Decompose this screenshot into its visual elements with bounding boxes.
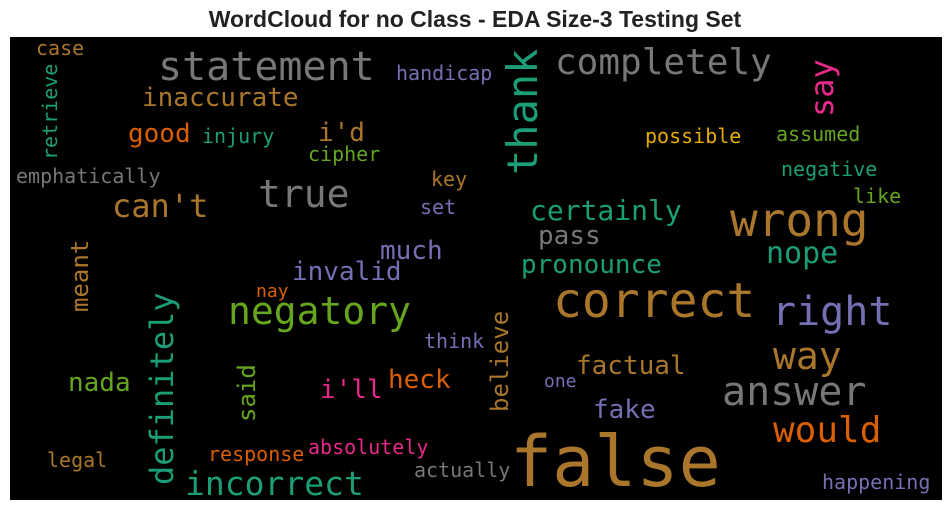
word-would: would [773,410,882,451]
word-injury: injury [202,124,275,148]
word-incorrect: incorrect [185,464,364,500]
word-completely: completely [555,42,772,83]
word-say: say [803,59,841,117]
word-thank: thank [498,48,547,175]
word-said: said [233,364,261,422]
word-think: think [424,329,485,353]
word-negatory: negatory [228,289,412,333]
word-true: true [258,172,350,216]
word-id: i'd [318,118,365,148]
word-much: much [380,236,443,266]
word-cant: can't [112,187,209,225]
word-heck: heck [388,365,451,395]
word-wrong: wrong [730,193,869,247]
word-factual: factual [576,351,686,381]
word-nope: nope [766,236,839,271]
word-absolutely: absolutely [308,435,429,459]
word-pronounce: pronounce [521,250,662,280]
word-emphatically: emphatically [16,164,161,188]
word-negative: negative [781,157,878,181]
word-statement: statement [158,44,375,90]
word-case: case [36,37,85,60]
word-legal: legal [47,448,108,472]
chart-title: WordCloud for no Class - EDA Size-3 Test… [208,6,742,32]
word-assumed: assumed [776,122,861,146]
word-handicap: handicap [396,61,493,85]
word-cloud-canvas: false correct wrong right answer statement com… [10,37,942,500]
word-certainly: certainly [530,194,682,227]
word-set: set [420,195,457,219]
word-meant: meant [66,239,94,312]
word-key: key [431,167,468,191]
word-definitely: definitely [143,292,181,485]
word-way: way [773,334,842,378]
word-answer: answer [722,369,867,415]
word-happening: happening [822,470,931,494]
word-possible: possible [645,124,742,148]
word-right: right [772,289,893,335]
word-actually: actually [414,458,511,482]
word-invalid: invalid [292,257,402,287]
word-fake: fake [593,395,656,425]
word-good: good [128,119,191,149]
word-nada: nada [68,368,131,398]
word-inaccurate: inaccurate [142,83,299,113]
word-like: like [853,184,902,208]
word-one: one [544,371,577,392]
word-believe: believe [486,310,514,412]
word-retrieve: retrieve [38,63,62,160]
word-nay: nay [256,281,289,302]
word-response: response [208,442,305,466]
word-ill: i'll [320,375,383,405]
word-false: false [510,421,721,500]
word-pass: pass [538,221,601,251]
word-cipher: cipher [308,142,381,166]
word-correct: correct [553,273,756,329]
